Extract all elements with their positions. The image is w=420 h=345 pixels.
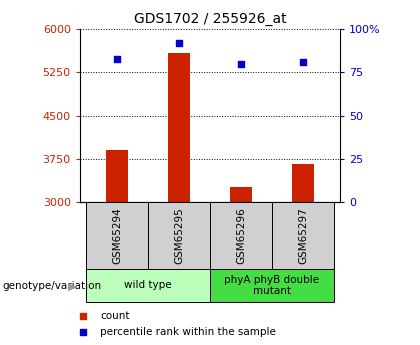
Text: phyA phyB double
mutant: phyA phyB double mutant: [224, 275, 320, 296]
Text: GSM65296: GSM65296: [236, 207, 246, 264]
Bar: [292, 165, 314, 202]
Text: percentile rank within the sample: percentile rank within the sample: [100, 327, 276, 337]
Point: [114, 56, 121, 61]
Text: genotype/variation: genotype/variation: [2, 282, 101, 291]
Text: GSM65295: GSM65295: [174, 207, 184, 264]
Point: [238, 61, 244, 67]
Bar: [86, 202, 148, 269]
Point: [299, 59, 306, 65]
Text: count: count: [100, 311, 130, 321]
Bar: [106, 150, 128, 202]
Point: [262, 237, 269, 243]
Bar: [148, 202, 210, 269]
Point: [176, 40, 182, 46]
Bar: [86, 269, 210, 302]
Bar: [272, 202, 334, 269]
Text: GSM65297: GSM65297: [298, 207, 308, 264]
Text: wild type: wild type: [124, 280, 172, 290]
Bar: [210, 202, 272, 269]
Bar: [168, 53, 190, 202]
Text: GSM65294: GSM65294: [112, 207, 122, 264]
Title: GDS1702 / 255926_at: GDS1702 / 255926_at: [134, 11, 286, 26]
Bar: [230, 187, 252, 202]
Text: ▶: ▶: [68, 282, 76, 291]
Point: [262, 86, 269, 92]
Bar: [210, 269, 334, 302]
